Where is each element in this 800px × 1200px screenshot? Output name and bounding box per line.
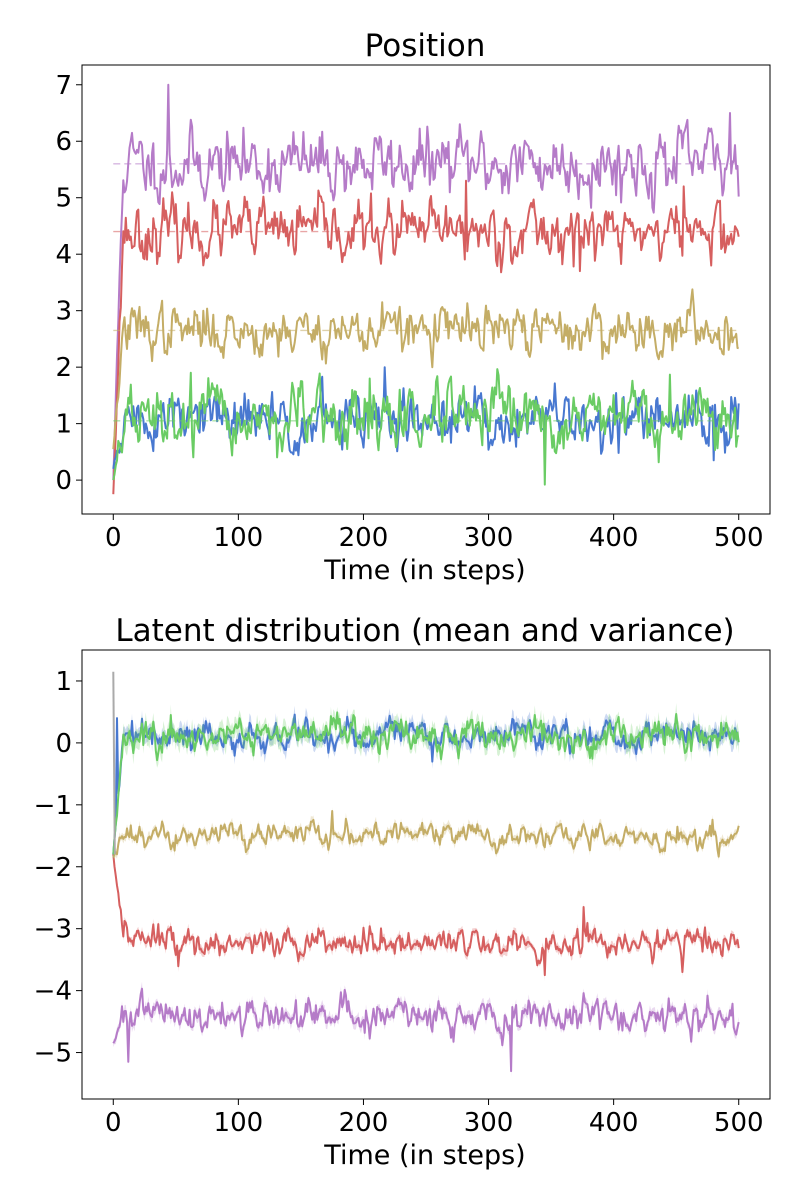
x-tick-label: 300 [464, 523, 514, 553]
series-line [112, 711, 740, 855]
x-tick-label: 400 [589, 523, 639, 553]
chart-title: Position [365, 28, 486, 64]
variance-band [113, 807, 739, 861]
axes-frame [81, 64, 771, 515]
y-tick-label: 1 [55, 410, 72, 440]
x-tick-label: 100 [214, 523, 264, 553]
y-tick-label: 3 [55, 297, 72, 327]
plot-area [112, 83, 740, 495]
x-tick-label: 200 [339, 523, 389, 553]
series-line [112, 83, 740, 481]
axes-frame [81, 649, 771, 1100]
series-line [112, 810, 740, 858]
x-axis-label: Time (in steps) [323, 555, 525, 586]
series-line [112, 366, 740, 469]
y-tick-label: −1 [34, 791, 72, 821]
y-tick-label: 0 [55, 466, 72, 496]
position-chart: Position 0 100 200 300 400 500 0 1 2 3 4 5 6 7 Time (… [55, 28, 771, 586]
x-tick-label: 300 [464, 1108, 514, 1138]
y-tick-label: 5 [55, 184, 72, 214]
y-tick-label: −2 [34, 853, 72, 883]
x-tick-label: 500 [714, 1108, 764, 1138]
y-tick-label: −5 [34, 1039, 72, 1069]
y-tick-label: 0 [55, 729, 72, 759]
series-line [112, 368, 740, 486]
x-tick-label: 500 [714, 523, 764, 553]
x-tick-label: 0 [105, 1108, 122, 1138]
variance-band [113, 705, 739, 860]
x-tick-label: 200 [339, 1108, 389, 1138]
series-line [112, 987, 740, 1073]
plot-area [112, 671, 740, 1078]
y-tick-label: 6 [55, 127, 72, 157]
ticks: 0 100 200 300 400 500 0 1 2 3 4 5 6 7 [55, 71, 763, 553]
ticks: 0 100 200 300 400 500 1 0 −1 −2 −3 −4 −5 [34, 667, 764, 1138]
series-line [112, 179, 740, 495]
y-tick-label: 1 [55, 667, 72, 697]
latent-distribution-chart: Latent distribution (mean and variance) … [34, 613, 771, 1171]
x-tick-label: 0 [105, 523, 122, 553]
y-tick-label: 7 [55, 71, 72, 101]
series-line [112, 854, 740, 977]
x-tick-label: 100 [214, 1108, 264, 1138]
x-tick-label: 400 [589, 1108, 639, 1138]
y-tick-label: −4 [34, 977, 72, 1007]
y-tick-label: −3 [34, 915, 72, 945]
series-line [112, 671, 116, 855]
chart-title: Latent distribution (mean and variance) [115, 613, 734, 649]
variance-band [113, 851, 739, 981]
x-axis-label: Time (in steps) [323, 1140, 525, 1171]
y-tick-label: 2 [55, 353, 72, 383]
y-tick-label: 4 [55, 240, 72, 270]
series-line [112, 288, 739, 450]
